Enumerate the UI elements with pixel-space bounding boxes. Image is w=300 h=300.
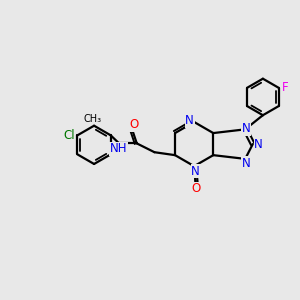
Text: N: N [254, 138, 263, 151]
Text: N: N [185, 114, 194, 127]
Text: N: N [242, 157, 250, 170]
Text: O: O [191, 182, 200, 195]
Text: CH₃: CH₃ [83, 114, 102, 124]
Text: N: N [191, 165, 200, 178]
Text: Cl: Cl [63, 129, 75, 142]
Text: O: O [129, 118, 138, 131]
Text: N: N [242, 122, 250, 135]
Text: NH: NH [110, 142, 127, 155]
Text: F: F [282, 81, 289, 94]
